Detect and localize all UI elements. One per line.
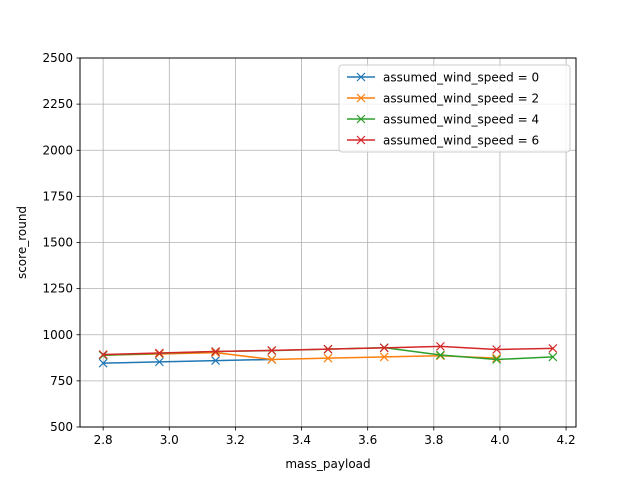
legend-item: assumed_wind_speed = 0: [347, 71, 539, 85]
y-tick-label: 1250: [42, 282, 73, 296]
y-tick-label: 1500: [42, 236, 73, 250]
y-tick-label: 2250: [42, 97, 73, 111]
data-point: [379, 343, 389, 353]
data-point: [323, 344, 333, 354]
x-axis: 2.8 3.0 3.2 3.4 3.6 3.8 4.0 4.2: [94, 427, 576, 447]
series-layer: [98, 341, 558, 368]
y-tick-label: 2000: [42, 143, 73, 157]
data-point: [323, 353, 333, 363]
x-tick-label: 3.4: [292, 433, 311, 447]
legend-label: assumed_wind_speed = 0: [383, 71, 539, 85]
legend-box: [338, 64, 571, 153]
legend-marker: [356, 93, 366, 103]
x-tick-label: 3.6: [358, 433, 377, 447]
x-axis-label: mass_payload: [285, 457, 370, 471]
data-point: [492, 355, 502, 364]
x-tick-label: 3.2: [226, 433, 245, 447]
data-point: [492, 345, 502, 354]
data-point: [267, 346, 277, 355]
y-tick-label: 1000: [42, 328, 73, 342]
data-point: [211, 356, 220, 366]
x-tick-label: 3.8: [424, 433, 443, 447]
y-tick-label: 500: [50, 420, 73, 434]
data-point: [379, 352, 389, 362]
legend-marker: [356, 114, 366, 124]
legend-label: assumed_wind_speed = 6: [383, 134, 539, 148]
series-line: [103, 358, 272, 364]
data-point: [492, 353, 502, 363]
y-tick-label: 750: [50, 374, 73, 388]
y-axis-label: score_round: [15, 206, 29, 279]
data-point: [98, 358, 108, 368]
data-point: [436, 341, 445, 351]
legend-item: assumed_wind_speed = 2: [347, 92, 539, 106]
series-3: [98, 341, 558, 359]
data-point: [211, 347, 220, 356]
data-point: [267, 355, 277, 364]
legend-label: assumed_wind_speed = 4: [383, 113, 539, 127]
data-point: [154, 357, 164, 367]
data-point: [548, 352, 558, 362]
y-axis: 500 750 1000 1250 1500 1750 2000 2250 2500: [42, 51, 80, 434]
legend-item: assumed_wind_speed = 6: [347, 134, 539, 148]
legend-marker: [356, 72, 366, 82]
legend: assumed_wind_speed = 0 assumed_wind_speed…: [338, 64, 571, 153]
legend-item: assumed_wind_speed = 4: [347, 113, 539, 127]
legend-marker: [356, 135, 366, 145]
data-point: [98, 350, 108, 359]
data-point: [154, 348, 164, 358]
x-tick-label: 3.0: [160, 433, 179, 447]
x-tick-label: 4.2: [557, 433, 576, 447]
legend-label: assumed_wind_speed = 2: [383, 92, 539, 106]
data-point: [211, 348, 220, 358]
data-point: [548, 343, 558, 353]
y-tick-label: 1750: [42, 189, 73, 203]
x-tick-label: 4.0: [490, 433, 509, 447]
data-point: [436, 350, 445, 360]
y-tick-label: 2500: [42, 51, 73, 65]
x-tick-label: 2.8: [94, 433, 113, 447]
